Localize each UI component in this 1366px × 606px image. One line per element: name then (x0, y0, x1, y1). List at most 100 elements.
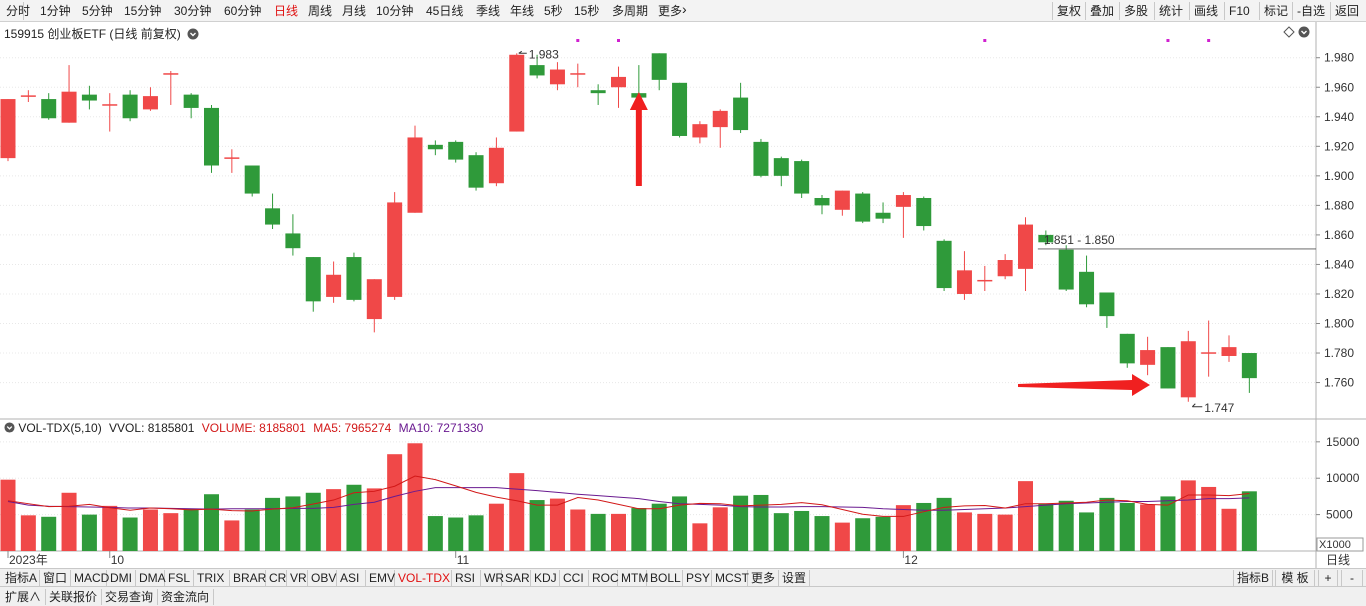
indicator-tab[interactable]: PSY (683, 570, 712, 586)
toolbar-button[interactable]: 统计 (1159, 4, 1184, 18)
low-pointer (1191, 403, 1203, 408)
candlestick (875, 202, 891, 224)
toolbar-separator (1330, 2, 1331, 20)
period-button[interactable]: 15秒 (574, 4, 600, 18)
period-button[interactable]: 月线 (342, 4, 367, 18)
period-button[interactable]: 5分钟 (82, 4, 113, 18)
period-button[interactable]: 30分钟 (174, 4, 212, 18)
price-volume-chart[interactable]: 1.980 1.960 1.940 1.920 1.900 1.880 1.860 1.840… (0, 0, 1366, 568)
volume-bar (0, 479, 16, 551)
candle-body (305, 257, 321, 302)
indicator-tab[interactable]: 设置 (779, 570, 810, 586)
candlestick (102, 93, 118, 132)
toolbar-button[interactable]: 多股 (1124, 4, 1149, 18)
indicator-tab[interactable]: BOLL (647, 570, 683, 586)
indicator-tab[interactable]: VR (287, 570, 308, 586)
indicator-tab[interactable]: 更多 (748, 570, 779, 586)
bottom-tab[interactable]: 关联报价 (46, 589, 102, 605)
bottom-tab[interactable]: 交易查询 (102, 589, 158, 605)
indicator-tab[interactable]: FSL (165, 570, 194, 586)
volume-bar (366, 488, 382, 551)
indicator-tab[interactable]: OBV (308, 570, 337, 586)
indicator-tab[interactable]: TRIX (194, 570, 230, 586)
vvol-label: VVOL: 8185801 (109, 421, 195, 435)
diamond-icon[interactable] (1283, 26, 1295, 38)
candle-body (692, 124, 708, 138)
candlestick (549, 62, 565, 91)
candle-body (1241, 353, 1257, 379)
candle-body (611, 76, 626, 88)
period-button[interactable]: 10分钟 (376, 4, 414, 18)
toolbar-button[interactable]: -自选 (1297, 4, 1325, 18)
right-tab[interactable]: 模 板 (1275, 570, 1315, 586)
candlestick (1099, 292, 1115, 328)
period-button[interactable]: 更多 (658, 4, 683, 18)
toolbar-button[interactable]: F10 (1229, 4, 1250, 18)
period-button[interactable]: 年线 (510, 4, 535, 18)
chevron-down-icon[interactable] (4, 422, 15, 433)
indicator-tab[interactable]: CR (266, 570, 287, 586)
volume-bar (407, 443, 423, 551)
candlestick (651, 53, 667, 91)
indicator-tab[interactable]: ASI (337, 570, 366, 586)
period-button[interactable]: 日线 (274, 4, 299, 18)
candle-body (1079, 271, 1095, 305)
ma10-label: MA10: 7271330 (398, 421, 484, 435)
right-tab[interactable]: - (1341, 570, 1363, 586)
toolbar-button[interactable]: 返回 (1335, 4, 1360, 18)
indicator-tab[interactable]: RSI (452, 570, 481, 586)
toolbar-button[interactable]: 叠加 (1090, 4, 1115, 18)
toolbar-separator (1154, 2, 1155, 20)
candlestick (753, 138, 769, 178)
chevron-right-icon[interactable]: › (682, 1, 687, 17)
period-button[interactable]: 分时 (6, 4, 31, 18)
period-button[interactable]: 5秒 (544, 4, 563, 18)
indicator-tab[interactable]: MACD (71, 570, 109, 586)
period-button[interactable]: 多周期 (612, 4, 649, 18)
toolbar-button[interactable]: 画线 (1194, 4, 1219, 18)
indicator-tab[interactable]: KDJ (531, 570, 560, 586)
period-button[interactable]: 季线 (476, 4, 501, 18)
candle-body (895, 195, 911, 207)
chevron-down-icon[interactable] (1298, 26, 1310, 38)
indicator-tab[interactable]: MTM (618, 570, 648, 586)
period-button[interactable]: 60分钟 (224, 4, 262, 18)
period-button[interactable]: 周线 (308, 4, 333, 18)
period-button[interactable]: 45日线 (426, 4, 464, 18)
volume-bar (875, 516, 891, 551)
volume-tick-label: 15000 (1326, 435, 1360, 449)
candle-body (875, 212, 891, 219)
period-button[interactable]: 1分钟 (40, 4, 71, 18)
chevron-down-icon[interactable] (187, 28, 199, 40)
right-tab[interactable]: + (1318, 570, 1338, 586)
volume-bar (41, 516, 57, 551)
candlestick (183, 93, 199, 119)
bottom-tab[interactable]: 扩展∧ (2, 589, 46, 605)
indicator-tab[interactable]: BRAR (230, 570, 266, 586)
volume-bar (20, 515, 36, 551)
indicator-tab[interactable]: WR (481, 570, 504, 586)
volume-bar (794, 510, 810, 551)
indicator-tab[interactable]: 窗口 (40, 570, 71, 586)
price-tick-label: 1.900 (1324, 169, 1354, 183)
candlesticks (0, 53, 1257, 402)
volume-bar (529, 500, 545, 551)
indicator-tab[interactable]: DMI (107, 570, 136, 586)
indicator-tab[interactable]: DMA (136, 570, 166, 586)
indicator-tab[interactable]: CCI (560, 570, 589, 586)
bottom-tab[interactable]: 资金流向 (158, 589, 214, 605)
indicator-tab[interactable]: 指标A (2, 570, 40, 586)
indicator-tab[interactable]: VOL-TDX (395, 570, 452, 586)
toolbar-button[interactable]: 复权 (1057, 4, 1082, 18)
candlestick (1180, 330, 1196, 402)
indicator-tab[interactable]: SAR (502, 570, 531, 586)
right-tab[interactable]: 指标B (1233, 570, 1273, 586)
candlestick (712, 109, 728, 148)
candlestick (692, 121, 708, 144)
period-button[interactable]: 15分钟 (124, 4, 162, 18)
toolbar-button[interactable]: 标记 (1264, 4, 1289, 18)
indicator-tab[interactable]: ROC (589, 570, 619, 586)
indicator-tab[interactable]: EMV (366, 570, 395, 586)
indicator-tab[interactable]: MCST (712, 570, 749, 586)
candlestick (590, 84, 606, 105)
